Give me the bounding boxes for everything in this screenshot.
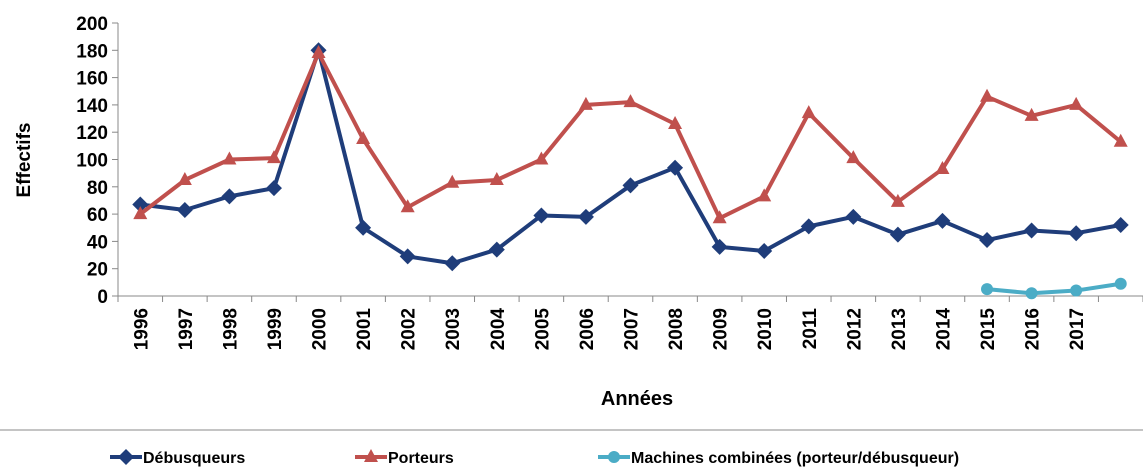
x-tick-label: 1996: [131, 308, 152, 350]
legend-marker: [364, 449, 378, 462]
x-tick-label: 2000: [310, 308, 331, 350]
data-point: [266, 150, 281, 164]
data-point: [177, 171, 192, 185]
data-point: [622, 177, 639, 194]
x-tick-label: 2003: [443, 308, 464, 350]
data-point: [356, 131, 371, 145]
x-tick-label: 2001: [354, 308, 375, 351]
data-point: [757, 188, 772, 202]
x-axis-label: Années: [601, 388, 673, 410]
data-point: [979, 232, 996, 249]
y-tick-label: 60: [87, 205, 108, 226]
y-tick-label: 80: [87, 178, 108, 199]
data-point: [889, 226, 906, 243]
data-point: [981, 283, 994, 296]
y-tick-label: 0: [97, 287, 108, 308]
y-tick-label: 180: [76, 41, 108, 62]
data-point: [488, 241, 505, 258]
data-point: [1070, 284, 1083, 297]
data-point: [444, 255, 461, 272]
x-tick-label: 2004: [488, 308, 509, 351]
x-tick-label: 2013: [889, 308, 910, 350]
x-tick-label: 2016: [1023, 308, 1044, 350]
data-point: [890, 193, 905, 207]
data-point: [221, 188, 238, 205]
data-point: [845, 208, 862, 225]
y-tick-label: 200: [76, 14, 108, 35]
y-axis-label: Effectifs: [14, 123, 35, 198]
data-point: [1024, 107, 1039, 121]
data-point: [1112, 217, 1129, 234]
x-tick-label: 2015: [978, 308, 999, 351]
data-point: [133, 206, 148, 220]
y-tick-label: 120: [76, 123, 108, 144]
data-point: [311, 45, 326, 59]
x-tick-label: 2010: [755, 308, 776, 350]
data-point: [534, 151, 549, 165]
data-point: [1025, 287, 1038, 300]
legend-marker: [118, 449, 134, 465]
legend-label: Débusqueurs: [143, 450, 245, 467]
y-tick-label: 20: [87, 260, 108, 281]
y-tick-label: 160: [76, 69, 108, 90]
data-point: [577, 208, 594, 225]
data-point: [1113, 133, 1128, 147]
data-point: [222, 151, 237, 165]
data-point: [711, 238, 728, 255]
x-tick-label: 2007: [622, 308, 643, 350]
x-tick-label: 1999: [265, 308, 286, 350]
y-tick-label: 100: [76, 151, 108, 172]
data-point: [668, 116, 683, 130]
data-point: [176, 202, 193, 219]
x-tick-label: 2008: [666, 308, 687, 350]
x-tick-label: 2014: [933, 308, 954, 351]
data-point: [1023, 222, 1040, 239]
x-tick-label: 1998: [220, 308, 241, 350]
x-tick-label: 2011: [800, 308, 821, 350]
x-tick-label: 2009: [711, 308, 732, 350]
legend-label: Porteurs: [388, 450, 454, 467]
data-point: [623, 94, 638, 108]
data-point: [800, 218, 817, 235]
data-point: [980, 88, 995, 102]
data-point: [1069, 96, 1084, 110]
data-point: [846, 150, 861, 164]
data-point: [934, 212, 951, 229]
x-tick-label: 2006: [577, 308, 598, 350]
data-point: [756, 242, 773, 259]
data-point: [399, 248, 416, 265]
series-line: [140, 48, 1122, 266]
y-tick-label: 40: [87, 232, 108, 253]
data-point: [1114, 277, 1127, 290]
data-point: [578, 96, 593, 110]
legend-marker: [608, 451, 620, 463]
data-point: [935, 161, 950, 175]
legend-label: Machines combinées (porteur/débusqueur): [631, 450, 959, 467]
data-point: [1068, 225, 1085, 242]
data-point: [533, 207, 550, 224]
data-point: [265, 180, 282, 197]
data-point: [355, 219, 372, 236]
series-line: [986, 281, 1122, 296]
x-tick-label: 2002: [399, 308, 420, 350]
data-point: [801, 105, 816, 119]
x-tick-label: 2012: [844, 308, 865, 350]
y-tick-label: 140: [76, 96, 108, 117]
data-point: [667, 159, 684, 176]
data-point: [489, 171, 504, 185]
data-point: [400, 199, 415, 213]
data-point: [445, 174, 460, 188]
x-tick-label: 1997: [176, 308, 197, 350]
x-tick-label: 2017: [1067, 308, 1088, 350]
x-tick-label: 2005: [532, 308, 553, 351]
data-point: [712, 210, 727, 224]
